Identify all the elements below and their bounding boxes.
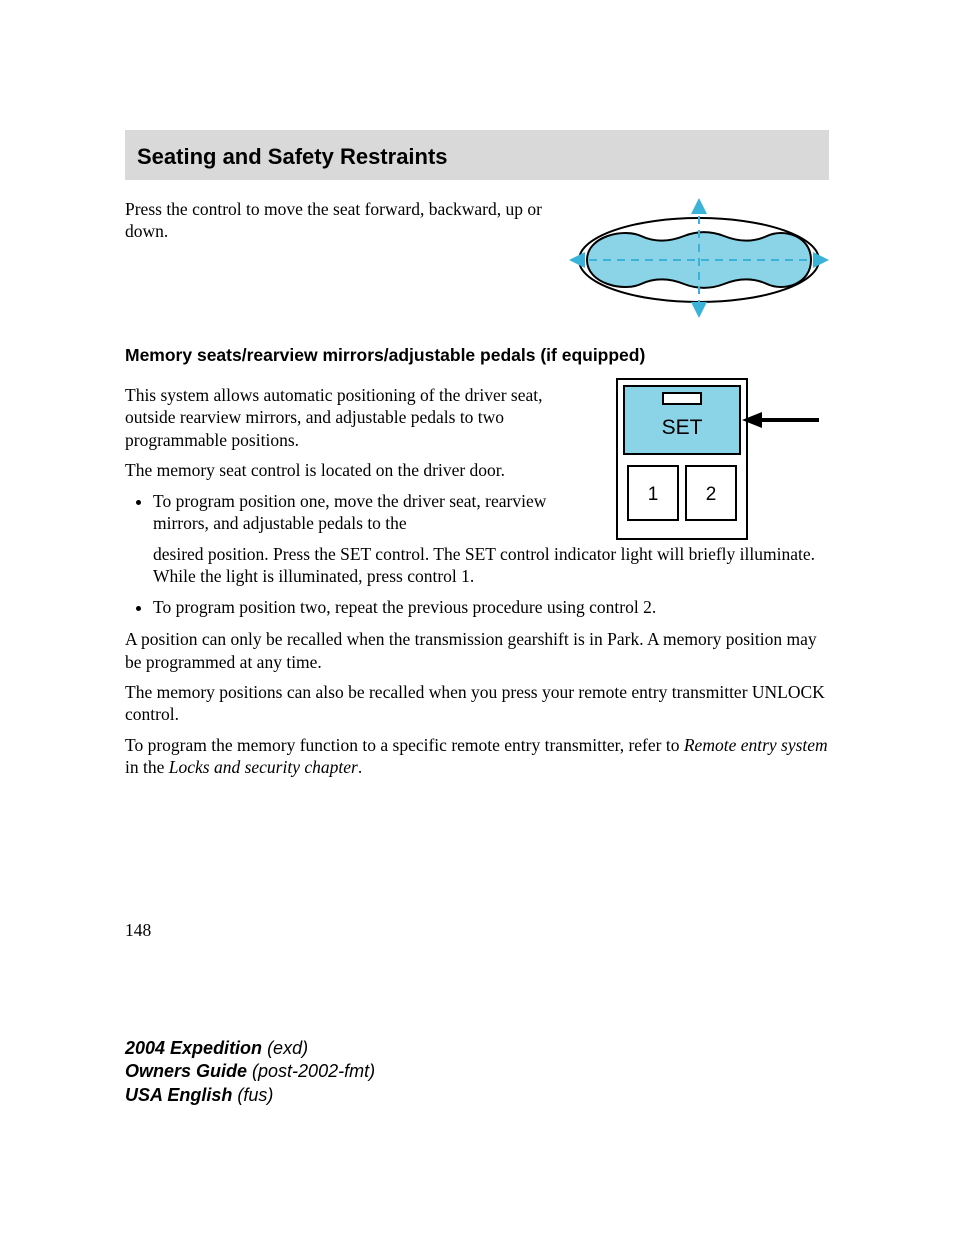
memory-bullet-1-cont: desired position. Press the SET control.… bbox=[153, 543, 829, 588]
section-header: Seating and Safety Restraints bbox=[125, 130, 829, 180]
footer-l1a: 2004 Expedition bbox=[125, 1038, 267, 1058]
footer-l1b: (exd) bbox=[267, 1038, 308, 1058]
memory-panel-diagram: SET 1 2 bbox=[614, 376, 829, 551]
svg-text:1: 1 bbox=[648, 484, 659, 505]
page-number: 148 bbox=[125, 920, 151, 941]
p5e: . bbox=[358, 757, 362, 777]
footer: 2004 Expedition (exd) Owners Guide (post… bbox=[125, 1037, 375, 1107]
footer-l3b: (fus) bbox=[237, 1085, 273, 1105]
memory-p1: This system allows automatic positioning… bbox=[125, 384, 596, 451]
memory-heading: Memory seats/rearview mirrors/adjustable… bbox=[125, 345, 829, 366]
memory-bullet-1-top: To program position one, move the driver… bbox=[153, 490, 596, 535]
memory-bullet-2: To program position two, repeat the prev… bbox=[153, 596, 829, 618]
memory-p4: The memory positions can also be recalle… bbox=[125, 681, 829, 726]
svg-text:SET: SET bbox=[662, 416, 703, 439]
seat-control-diagram bbox=[569, 198, 829, 323]
section-title: Seating and Safety Restraints bbox=[137, 144, 448, 169]
memory-p5: To program the memory function to a spec… bbox=[125, 734, 829, 779]
p5b: Remote entry system bbox=[684, 735, 828, 755]
p5a: To program the memory function to a spec… bbox=[125, 735, 684, 755]
intro-text: Press the control to move the seat forwa… bbox=[125, 198, 551, 243]
memory-p2: The memory seat control is located on th… bbox=[125, 459, 596, 481]
footer-l2a: Owners Guide bbox=[125, 1061, 252, 1081]
memory-p3: A position can only be recalled when the… bbox=[125, 628, 829, 673]
footer-l3a: USA English bbox=[125, 1085, 237, 1105]
p5d: Locks and security chapter bbox=[169, 757, 358, 777]
memory-bullet-1a: To program position one, move the driver… bbox=[153, 491, 546, 533]
svg-text:2: 2 bbox=[706, 484, 717, 505]
p5c: in the bbox=[125, 757, 169, 777]
footer-l2b: (post-2002-fmt) bbox=[252, 1061, 375, 1081]
